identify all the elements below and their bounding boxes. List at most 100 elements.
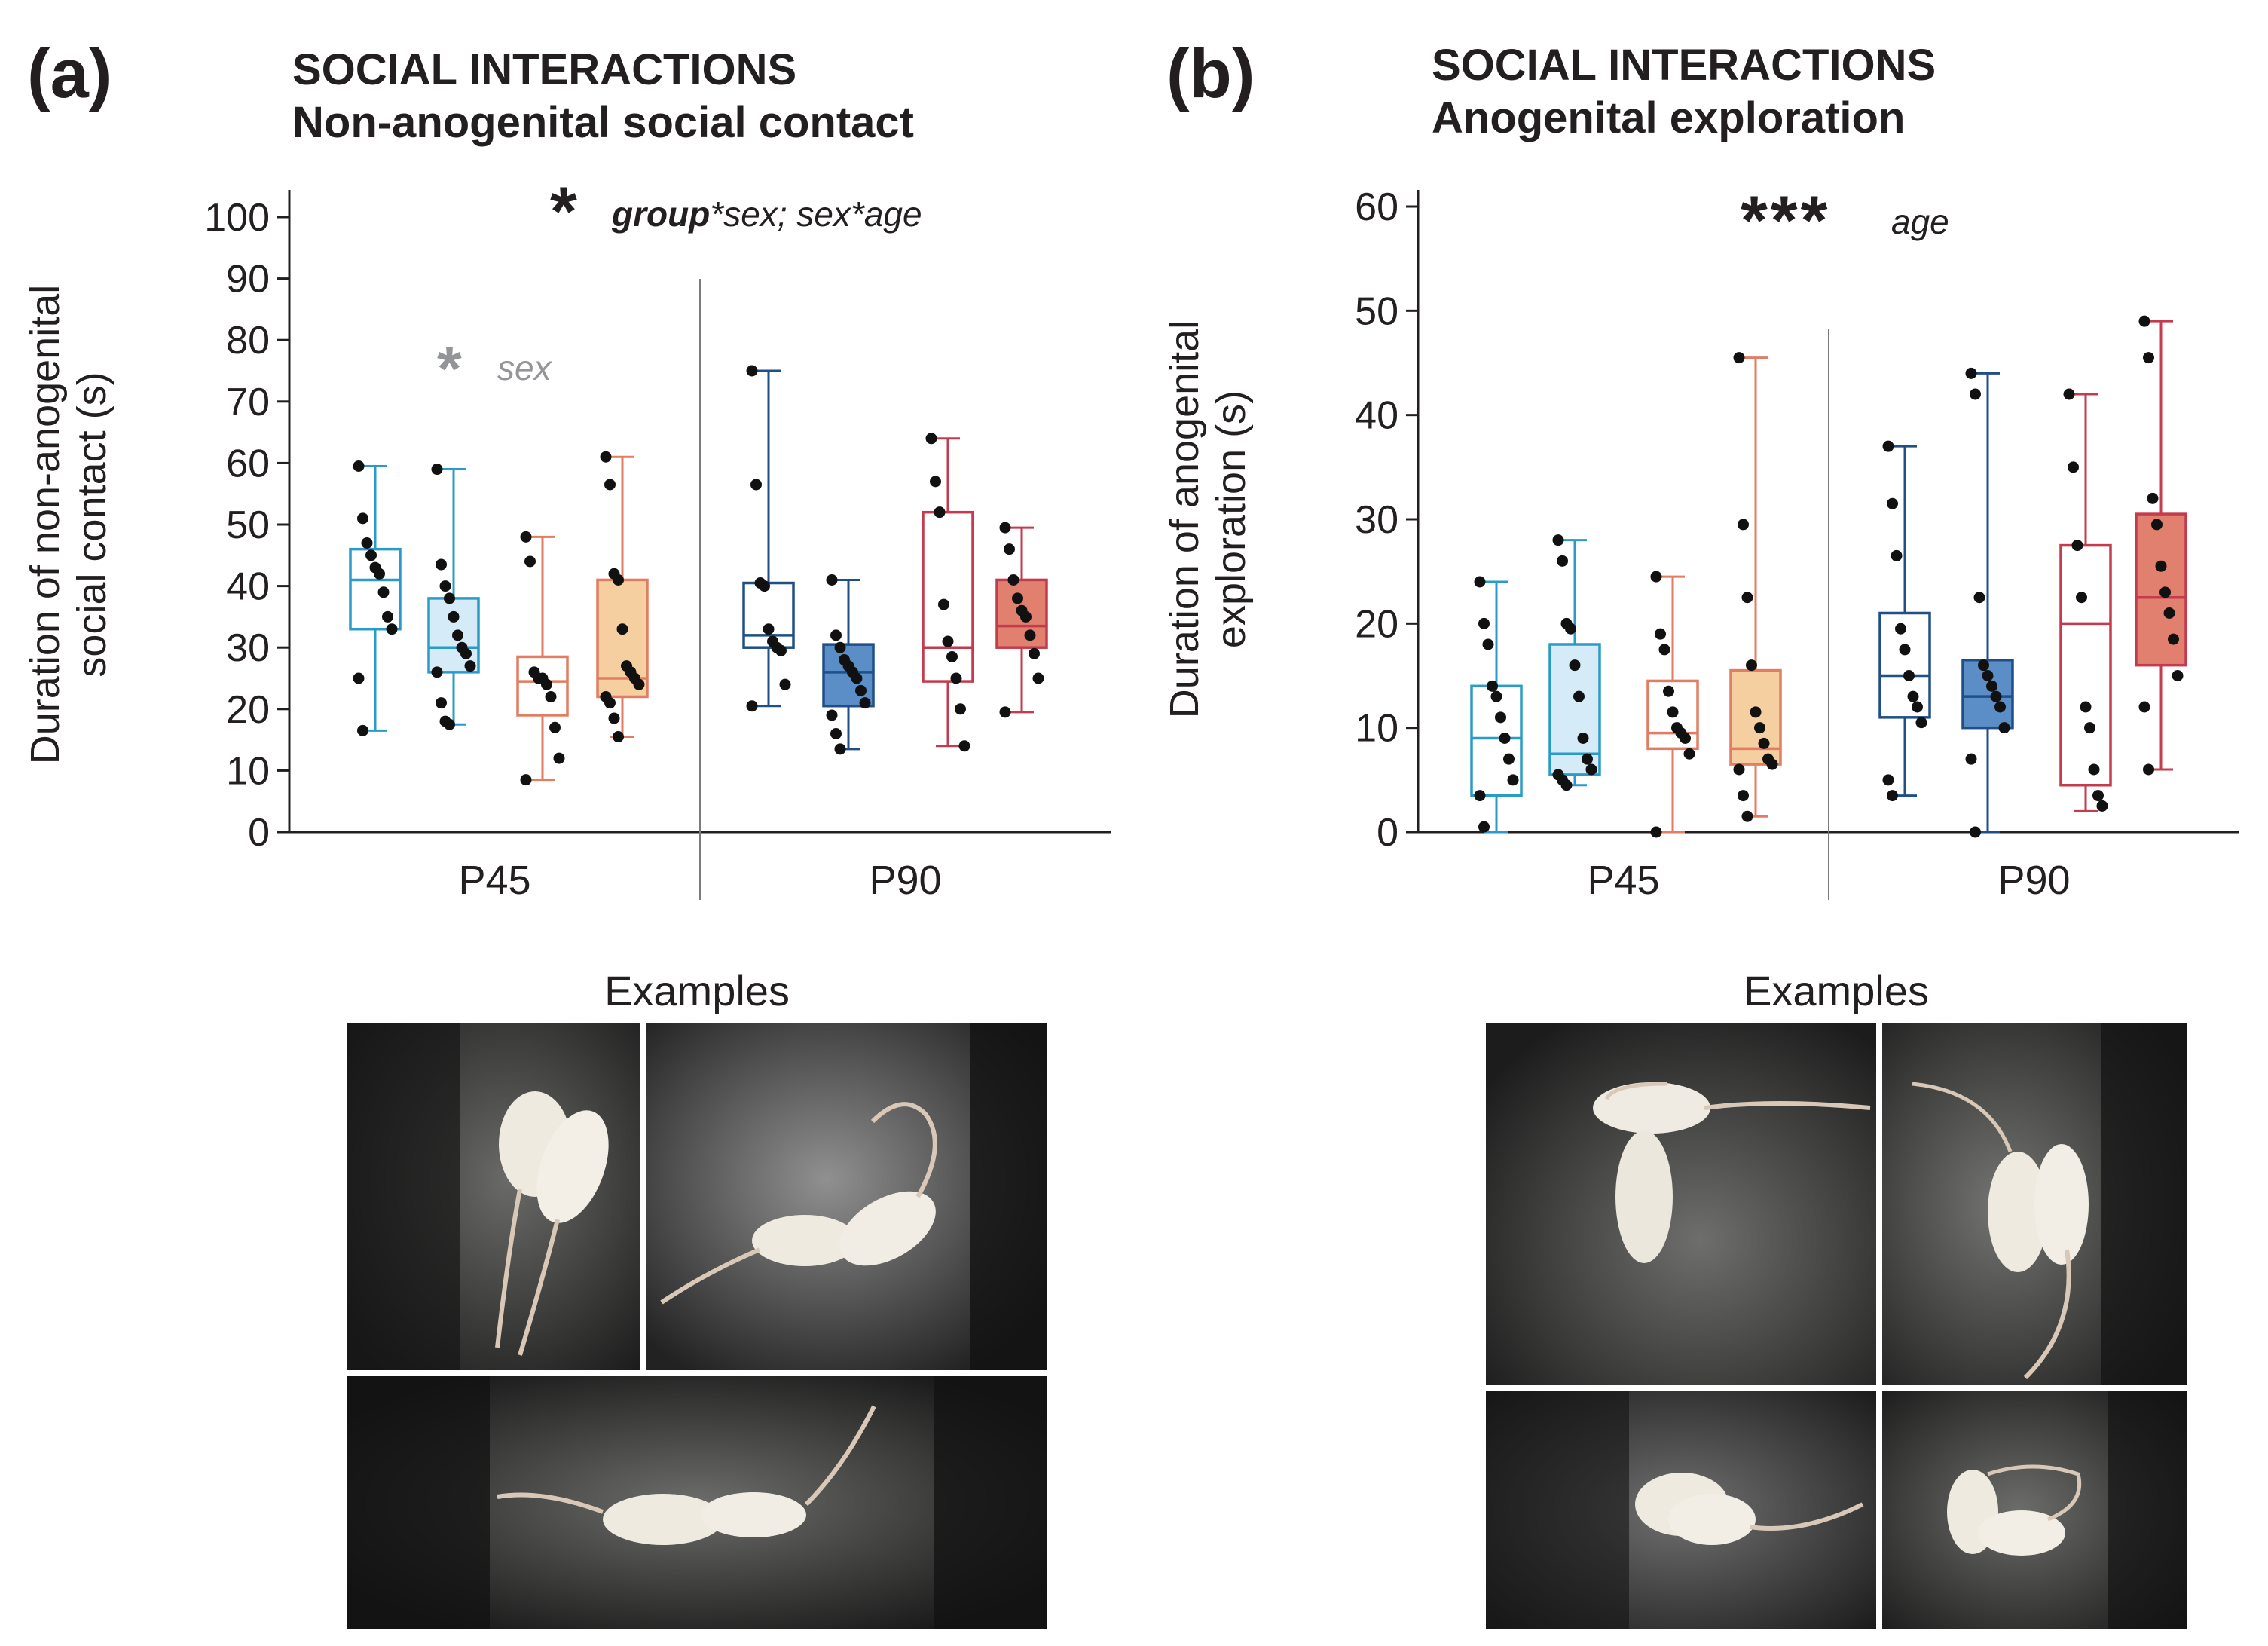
examples-label-b: Examples xyxy=(1744,967,1929,1014)
data-point xyxy=(759,580,770,592)
data-point xyxy=(436,558,447,571)
box-3 xyxy=(1729,352,1782,822)
data-point xyxy=(2071,540,2083,552)
rat-photo-b3 xyxy=(1486,1391,1876,1629)
box-4 xyxy=(742,365,795,712)
data-point xyxy=(859,697,871,709)
data-point xyxy=(746,365,758,377)
box-iqr xyxy=(2059,543,2112,787)
data-point xyxy=(431,666,443,678)
data-point xyxy=(855,684,867,696)
data-point xyxy=(604,479,616,491)
data-point xyxy=(746,700,758,712)
data-point xyxy=(613,574,624,586)
chart-a-nonanogenital: 0 10 20 30 40 50 60 70 80 90 100 Duration of non-an… xyxy=(23,173,1111,903)
data-point xyxy=(1557,555,1568,567)
data-point xyxy=(377,586,390,598)
rat-photo-b4 xyxy=(1882,1391,2187,1629)
data-point xyxy=(1990,690,2002,702)
chart-b-anogenital: 0 10 20 30 40 50 60 Duration of anogenital explo… xyxy=(1162,182,2239,903)
box-iqr xyxy=(742,581,795,649)
data-point xyxy=(1986,680,1997,692)
data-point xyxy=(524,555,536,568)
data-point xyxy=(1004,543,1015,555)
data-point xyxy=(851,672,863,684)
data-point xyxy=(2143,763,2154,776)
data-point xyxy=(834,743,846,755)
y-tick-label: 20 xyxy=(226,688,270,732)
annotation-main-bold: group xyxy=(611,194,710,234)
box-2 xyxy=(1646,571,1699,838)
data-point xyxy=(357,512,368,525)
data-point xyxy=(1738,790,1749,802)
data-point xyxy=(2168,633,2179,645)
data-point xyxy=(2138,701,2150,713)
box-0 xyxy=(349,460,402,736)
data-point xyxy=(1891,549,1903,561)
data-point xyxy=(361,537,373,549)
x-group-label: P90 xyxy=(1997,858,2070,903)
data-point xyxy=(1650,826,1662,838)
data-point xyxy=(357,724,368,736)
y-axis-label-line2: social contact (s) xyxy=(69,372,115,677)
data-point xyxy=(1882,440,1894,452)
y-axis-label-line1: Duration of non-anogenital xyxy=(23,285,68,764)
rat-photo-b1 xyxy=(1486,1023,1876,1385)
data-point xyxy=(1733,352,1745,364)
data-point xyxy=(1565,623,1576,635)
data-point xyxy=(1560,779,1573,791)
data-point xyxy=(1680,733,1691,744)
data-point xyxy=(600,451,612,463)
data-point xyxy=(1482,638,1494,650)
data-point xyxy=(1970,826,1981,838)
data-point xyxy=(775,644,787,656)
y-tick-label: 90 xyxy=(226,258,270,301)
data-point xyxy=(958,740,970,752)
y-axis-label-line1: Duration of anogenital xyxy=(1162,320,1207,718)
data-point xyxy=(382,610,393,623)
annotation-main-rest: *sex; sex*age xyxy=(710,194,922,234)
data-point xyxy=(2151,519,2163,531)
data-point xyxy=(1746,659,1757,672)
x-group-label: P45 xyxy=(1587,858,1659,903)
data-point xyxy=(633,678,645,690)
data-point xyxy=(541,678,552,690)
data-point xyxy=(830,629,842,641)
data-point xyxy=(452,629,463,641)
data-point xyxy=(553,752,565,764)
data-point xyxy=(1907,690,1919,702)
panel-b-title: SOCIAL INTERACTIONS Anogenital explorati… xyxy=(1432,39,1936,144)
data-point xyxy=(353,460,365,472)
data-point xyxy=(520,531,532,543)
y-tick-label: 100 xyxy=(204,196,270,240)
data-point xyxy=(1569,659,1581,672)
data-point xyxy=(2147,492,2159,504)
rat-photo-a2 xyxy=(646,1023,1047,1370)
data-point xyxy=(934,506,946,519)
data-point xyxy=(826,574,838,586)
data-point xyxy=(1474,790,1486,802)
data-point xyxy=(444,592,455,604)
data-point xyxy=(1754,722,1765,734)
data-point xyxy=(2096,800,2108,812)
data-point xyxy=(439,580,451,592)
data-point xyxy=(1965,753,1977,765)
data-point xyxy=(1733,763,1745,776)
data-point xyxy=(750,479,762,491)
box-1 xyxy=(427,464,480,730)
data-point xyxy=(1650,571,1662,583)
data-point xyxy=(1012,592,1023,604)
data-point xyxy=(1895,623,1906,635)
data-point xyxy=(1663,685,1674,697)
annotation-main-text: age xyxy=(1891,202,1949,241)
data-point xyxy=(1683,748,1695,760)
y-tick-label: 0 xyxy=(248,811,270,855)
data-point xyxy=(1495,711,1506,724)
data-point xyxy=(1487,680,1498,692)
data-point xyxy=(1903,670,1915,681)
data-point xyxy=(938,598,949,610)
data-point xyxy=(2155,560,2167,572)
annotation-sub-text: sex xyxy=(497,348,553,387)
box-3 xyxy=(596,451,649,743)
data-point xyxy=(779,678,791,690)
